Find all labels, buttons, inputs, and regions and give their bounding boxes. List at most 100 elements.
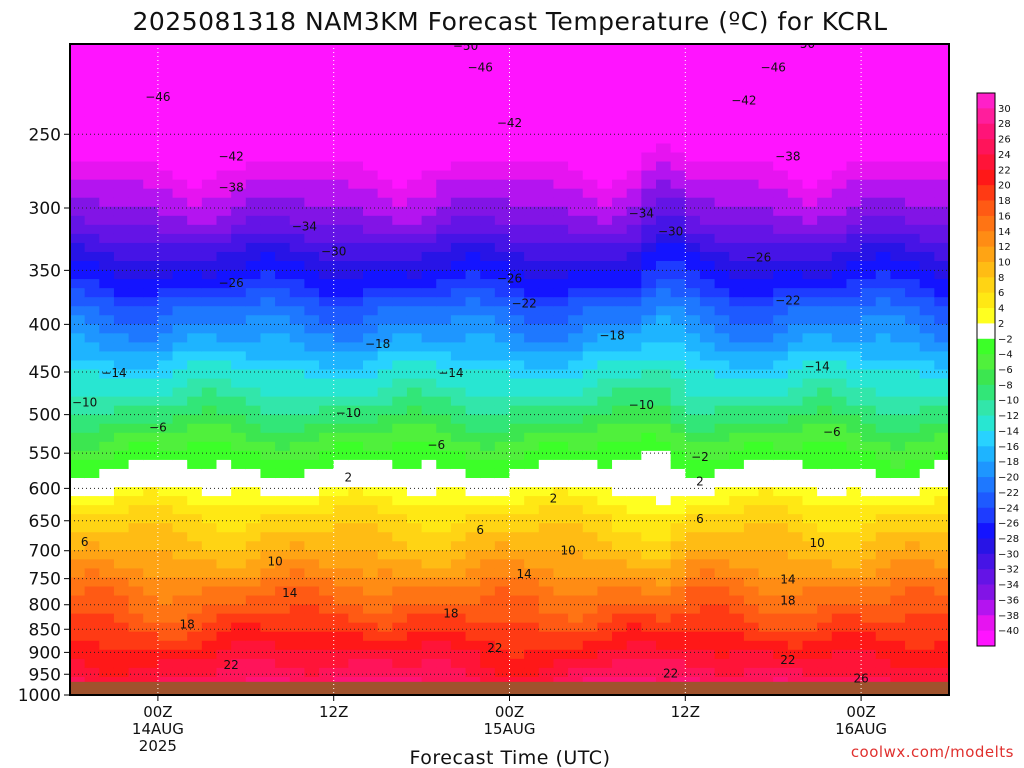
field-cell (699, 667, 716, 678)
field-cell (699, 206, 716, 217)
field-cell (553, 622, 569, 633)
field-cell (172, 658, 188, 669)
field-cell (905, 514, 921, 524)
field-cell (699, 550, 716, 560)
field-cell (157, 197, 174, 208)
field-cell (758, 206, 774, 217)
field-cell (289, 541, 305, 551)
x-axis-label: Forecast Time (UTC) (410, 747, 611, 768)
field-cell (890, 441, 906, 452)
field-cell (70, 523, 86, 533)
field-cell (363, 505, 379, 515)
field-cell (216, 595, 232, 606)
field-cell (626, 523, 642, 533)
field-cell (348, 188, 364, 199)
field-cell (99, 125, 115, 136)
field-cell (99, 152, 115, 163)
field-cell (392, 188, 408, 199)
field-cell (524, 62, 540, 72)
field-cell (538, 441, 555, 452)
field-cell (260, 71, 276, 81)
field-cell (157, 152, 174, 163)
field-cell (846, 532, 862, 542)
field-cell (260, 261, 276, 271)
field-cell (626, 170, 642, 181)
field-cell (568, 215, 584, 226)
field-cell (729, 279, 745, 289)
field-cell (934, 550, 949, 560)
field-cell (729, 595, 745, 606)
field-cell (333, 44, 349, 54)
field-cell (289, 279, 305, 289)
field-cell (934, 125, 949, 136)
field-cell (875, 405, 891, 416)
field-cell (773, 604, 789, 615)
field-cell (773, 324, 789, 334)
field-cell (289, 62, 305, 72)
field-cell (436, 116, 452, 126)
field-cell (905, 161, 921, 172)
field-cell (890, 396, 906, 407)
field-cell (641, 541, 657, 551)
field-cell (231, 622, 247, 633)
field-cell (802, 297, 818, 307)
field-cell (597, 351, 613, 362)
field-cell (70, 532, 86, 542)
field-cell (113, 107, 130, 117)
field-cell (216, 514, 232, 524)
field-cell (436, 369, 452, 380)
field-cell (70, 161, 86, 172)
field-cell (582, 152, 598, 163)
field-cell (84, 324, 100, 334)
field-cell (421, 89, 437, 99)
field-cell (172, 387, 188, 398)
field-cell (875, 532, 891, 542)
field-cell (524, 143, 540, 154)
field-cell (99, 514, 115, 524)
field-cell (421, 297, 437, 307)
field-cell (831, 369, 848, 380)
field-cell (113, 360, 130, 371)
field-cell (421, 324, 437, 334)
field-cell (802, 188, 818, 199)
field-cell (875, 360, 891, 371)
field-cell (275, 116, 291, 126)
field-cell (875, 306, 891, 316)
field-cell (157, 505, 174, 515)
field-cell (612, 62, 628, 72)
field-cell (216, 315, 232, 325)
field-cell (275, 89, 291, 99)
field-cell (465, 233, 481, 244)
field-cell (319, 297, 335, 307)
field-cell (934, 333, 949, 343)
field-cell (172, 423, 188, 434)
field-cell (187, 559, 203, 570)
field-cell (231, 541, 247, 551)
field-cell (875, 161, 891, 172)
field-cell (113, 514, 130, 524)
field-cell (421, 505, 437, 515)
field-cell (450, 532, 467, 542)
field-cell (216, 613, 232, 624)
field-cell (890, 550, 906, 560)
field-cell (260, 649, 276, 660)
field-cell (568, 514, 584, 524)
field-cell (758, 468, 774, 479)
field-cell (582, 134, 598, 145)
field-cell (934, 613, 949, 624)
field-cell (436, 505, 452, 515)
field-cell (524, 179, 540, 190)
field-cell (157, 288, 174, 298)
field-cell (758, 523, 774, 533)
field-cell (231, 532, 247, 542)
field-cell (319, 134, 335, 145)
field-cell (524, 279, 540, 289)
field-cell (70, 586, 86, 597)
field-cell (201, 387, 218, 398)
field-cell (509, 496, 525, 506)
field-cell (743, 487, 760, 497)
field-cell (699, 432, 716, 443)
field-cell (333, 351, 349, 362)
field-cell (70, 333, 86, 343)
field-cell (377, 541, 393, 551)
